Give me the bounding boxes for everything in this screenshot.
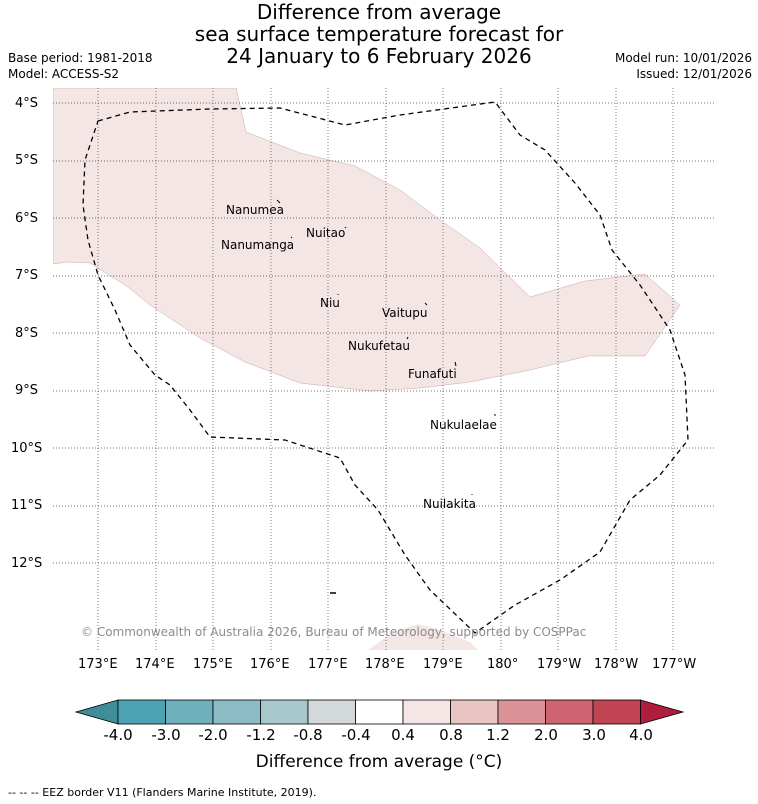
colorbar-tick-2: -2.0 <box>198 726 228 744</box>
lon-tick-179w: 179°W <box>537 657 582 672</box>
lon-tick-179e: 179°E <box>423 657 463 672</box>
colorbar-segment <box>355 699 404 725</box>
lat-tick-8s: 8°S <box>15 326 39 341</box>
colorbar-extend-low <box>74 699 119 725</box>
island-label-niu: Niu <box>320 296 340 310</box>
colorbar-label: Difference from average (°C) <box>255 752 503 772</box>
colorbar-segment <box>402 699 451 725</box>
colorbar-tick-8: 1.2 <box>486 726 510 744</box>
colorbar-segment <box>592 699 641 725</box>
gridlines <box>53 88 714 650</box>
colorbar-segment <box>117 699 166 725</box>
lon-tick-175e: 175°E <box>193 657 233 672</box>
colorbar-segment <box>307 699 356 725</box>
base-period: Base period: 1981-2018 <box>8 51 153 65</box>
title-line-3: 24 January to 6 February 2026 <box>226 44 532 68</box>
island-label-vaitupu: Vaitupu <box>382 306 428 320</box>
lat-tick-5s: 5°S <box>15 153 39 168</box>
lon-tick-178w: 178°W <box>594 657 639 672</box>
colorbar-segment <box>497 699 546 725</box>
lat-tick-6s: 6°S <box>15 211 39 226</box>
eez-border <box>82 101 689 634</box>
issued-date: Issued: 12/01/2026 <box>636 67 752 81</box>
colorbar-tick-10: 3.0 <box>582 726 606 744</box>
lon-tick-177e: 177°E <box>308 657 348 672</box>
colorbar-tick-3: -1.2 <box>246 726 276 744</box>
colorbar-segment <box>212 699 261 725</box>
colorbar-tick-11: 4.0 <box>629 726 653 744</box>
lon-tick-173e: 173°E <box>78 657 118 672</box>
island-label-funafuti: Funafuti <box>408 367 457 381</box>
anomaly-area <box>53 88 681 392</box>
colorbar-tick-1: -3.0 <box>151 726 181 744</box>
colorbar-segment <box>450 699 499 725</box>
anomaly-area-bottom <box>368 624 478 650</box>
eez-legend-note: -- -- -- EEZ border V11 (Flanders Marine… <box>8 786 317 799</box>
island-dots <box>276 199 496 594</box>
lat-tick-11s: 11°S <box>11 498 43 513</box>
colorbar-segment <box>545 699 594 725</box>
island-label-nukulaelae: Nukulaelae <box>430 418 497 432</box>
lon-tick-178e: 178°E <box>365 657 405 672</box>
lon-tick-174e: 174°E <box>135 657 175 672</box>
model-name: Model: ACCESS-S2 <box>8 67 120 81</box>
colorbar-extend-high <box>640 699 685 725</box>
title-line-2: sea surface temperature forecast for <box>194 22 564 46</box>
lat-tick-9s: 9°S <box>15 383 39 398</box>
island-label-nuilakita: Nuilakita <box>423 497 476 511</box>
lat-tick-12s: 12°S <box>11 556 43 571</box>
lon-tick-177w: 177°W <box>652 657 697 672</box>
lat-tick-10s: 10°S <box>11 441 43 456</box>
colorbar-segment <box>260 699 309 725</box>
copyright-notice: © Commonwealth of Australia 2026, Bureau… <box>81 625 587 639</box>
colorbar-tick-6: 0.4 <box>391 726 415 744</box>
lon-tick-176e: 176°E <box>250 657 290 672</box>
colorbar-tick-7: 0.8 <box>439 726 463 744</box>
title-line-1: Difference from average <box>256 0 502 24</box>
model-run: Model run: 10/01/2026 <box>614 51 752 65</box>
lat-tick-7s: 7°S <box>15 268 39 283</box>
colorbar-tick-9: 2.0 <box>534 726 558 744</box>
colorbar-tick-0: -4.0 <box>103 726 133 744</box>
island-label-nukufetau: Nukufetau <box>348 339 411 353</box>
colorbar-segment <box>165 699 214 725</box>
island-label-nanumanga: Nanumanga <box>221 238 295 252</box>
island-label-nuitao: Nuitao <box>306 226 346 240</box>
lat-tick-4s: 4°S <box>15 96 39 111</box>
colorbar-tick-5: -0.4 <box>341 726 371 744</box>
island-label-nanumea: Nanumea <box>226 203 284 217</box>
colorbar-tick-4: -0.8 <box>293 726 323 744</box>
lon-tick-180: 180° <box>487 657 519 672</box>
colorbar <box>74 699 685 725</box>
